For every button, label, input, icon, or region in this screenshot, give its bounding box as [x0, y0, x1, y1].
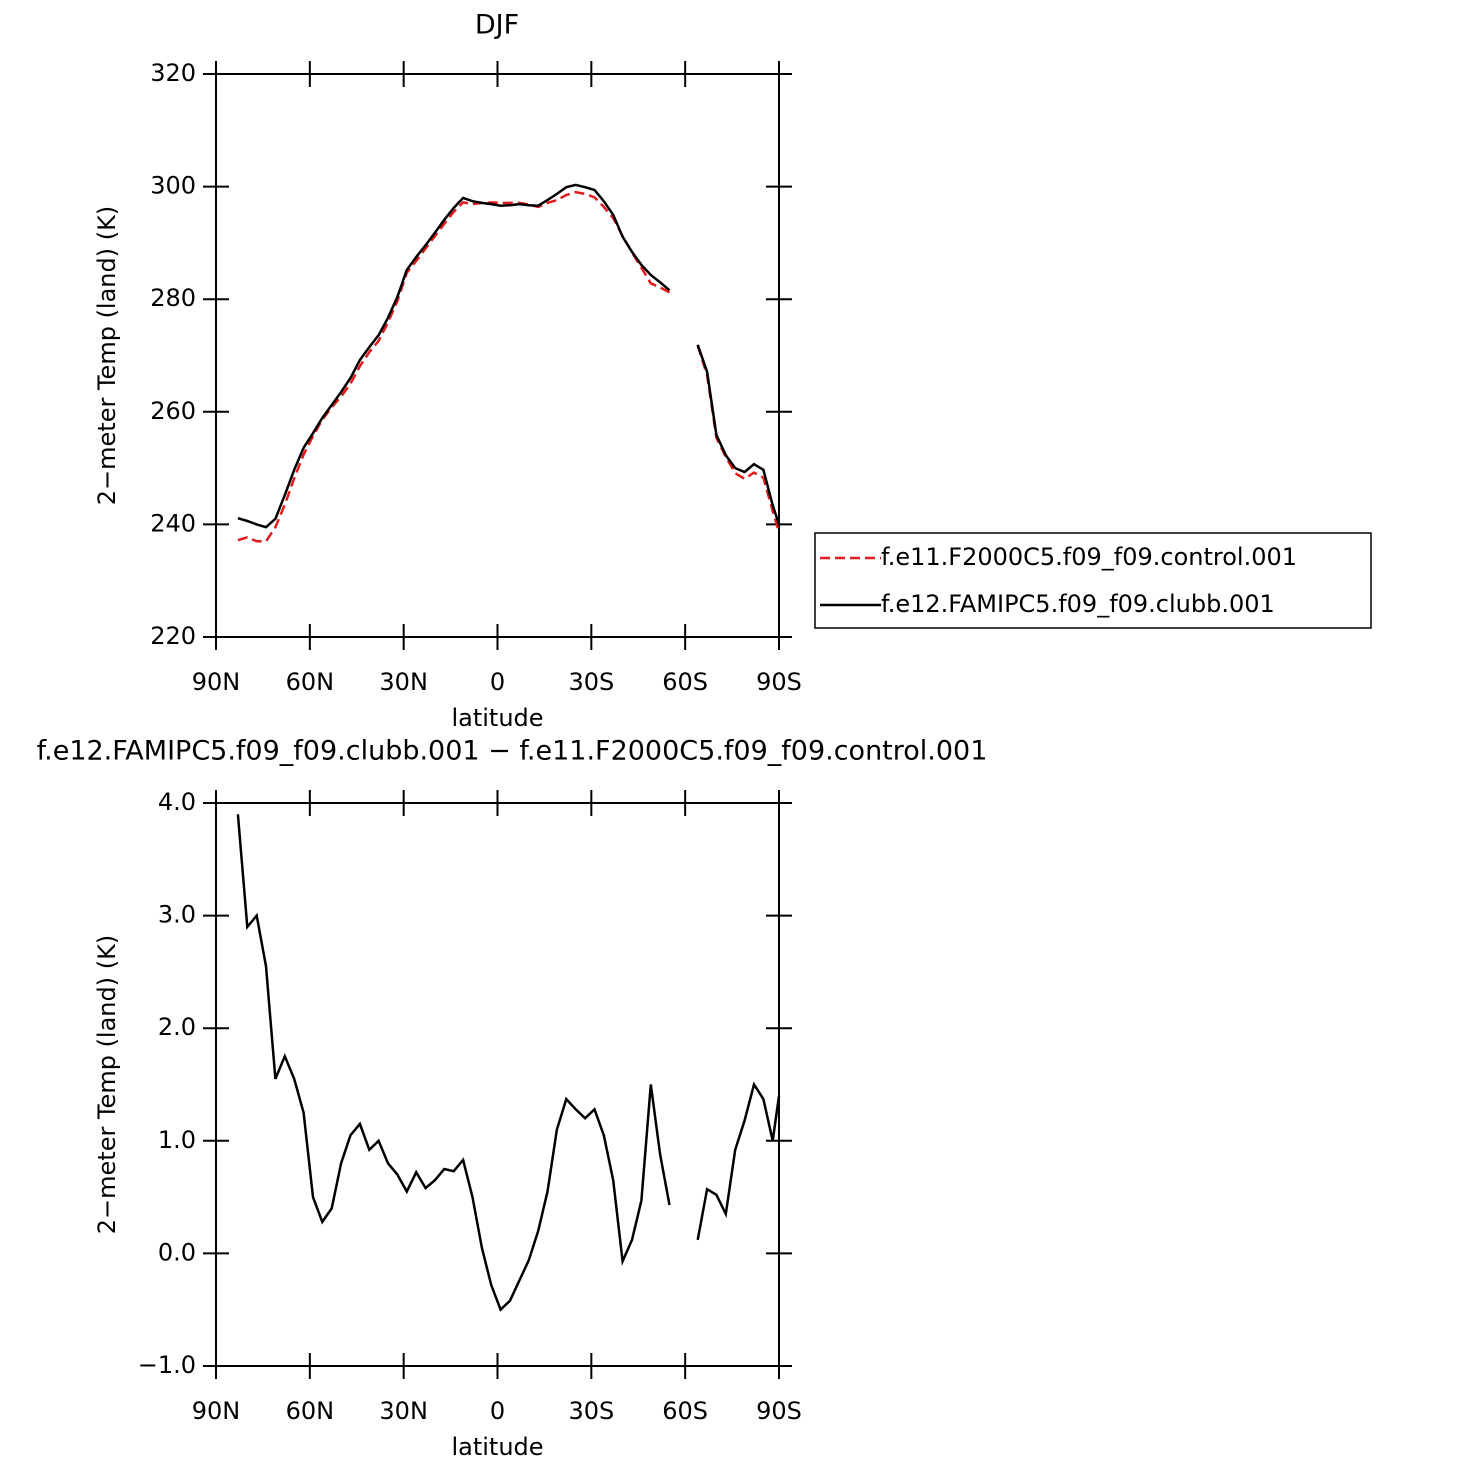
y-tick-label: 260	[150, 397, 196, 425]
y-tick-label: 300	[150, 172, 196, 200]
data-line	[236, 814, 781, 1312]
x-tick-label: 60S	[662, 1397, 708, 1425]
x-tick-label: 90S	[756, 1397, 802, 1425]
data-line	[237, 190, 781, 543]
y-tick-label: 320	[150, 59, 196, 87]
y-tick-label: −1.0	[138, 1351, 196, 1379]
x-tick-label: 30S	[568, 668, 614, 696]
plot-frame	[215, 802, 780, 1367]
legend-label: f.e11.F2000C5.f09_f09.control.001	[881, 543, 1297, 571]
y-tick-label: 220	[150, 622, 196, 650]
plot-frame	[215, 73, 780, 638]
y-tick-label: 280	[150, 284, 196, 312]
y-tick-label: 0.0	[158, 1238, 196, 1266]
chart-title: f.e12.FAMIPC5.f09_f09.clubb.001 − f.e11.…	[37, 736, 988, 767]
data-line	[237, 183, 781, 529]
x-tick-label: 0	[490, 1397, 505, 1425]
y-axis-label: 2−meter Temp (land) (K)	[93, 206, 121, 505]
x-tick-label: 30S	[568, 1397, 614, 1425]
x-tick-label: 30N	[379, 668, 428, 696]
x-tick-label: 60N	[286, 668, 335, 696]
chart-title: DJF	[475, 10, 519, 41]
x-tick-label: 90S	[756, 668, 802, 696]
x-axis-label: latitude	[451, 1433, 543, 1461]
y-tick-label: 3.0	[158, 901, 196, 929]
x-tick-label: 90N	[192, 668, 241, 696]
y-tick-label: 2.0	[158, 1013, 196, 1041]
x-tick-label: 30N	[379, 1397, 428, 1425]
legend-label: f.e12.FAMIPC5.f09_f09.clubb.001	[881, 590, 1275, 618]
x-tick-label: 0	[490, 668, 505, 696]
x-tick-label: 60S	[662, 668, 708, 696]
y-tick-label: 1.0	[158, 1126, 196, 1154]
legend-box	[814, 532, 1372, 629]
y-axis-label: 2−meter Temp (land) (K)	[93, 935, 121, 1234]
x-axis-label: latitude	[451, 704, 543, 732]
y-tick-label: 240	[150, 509, 196, 537]
x-tick-label: 90N	[192, 1397, 241, 1425]
x-tick-label: 60N	[286, 1397, 335, 1425]
y-tick-label: 4.0	[158, 788, 196, 816]
